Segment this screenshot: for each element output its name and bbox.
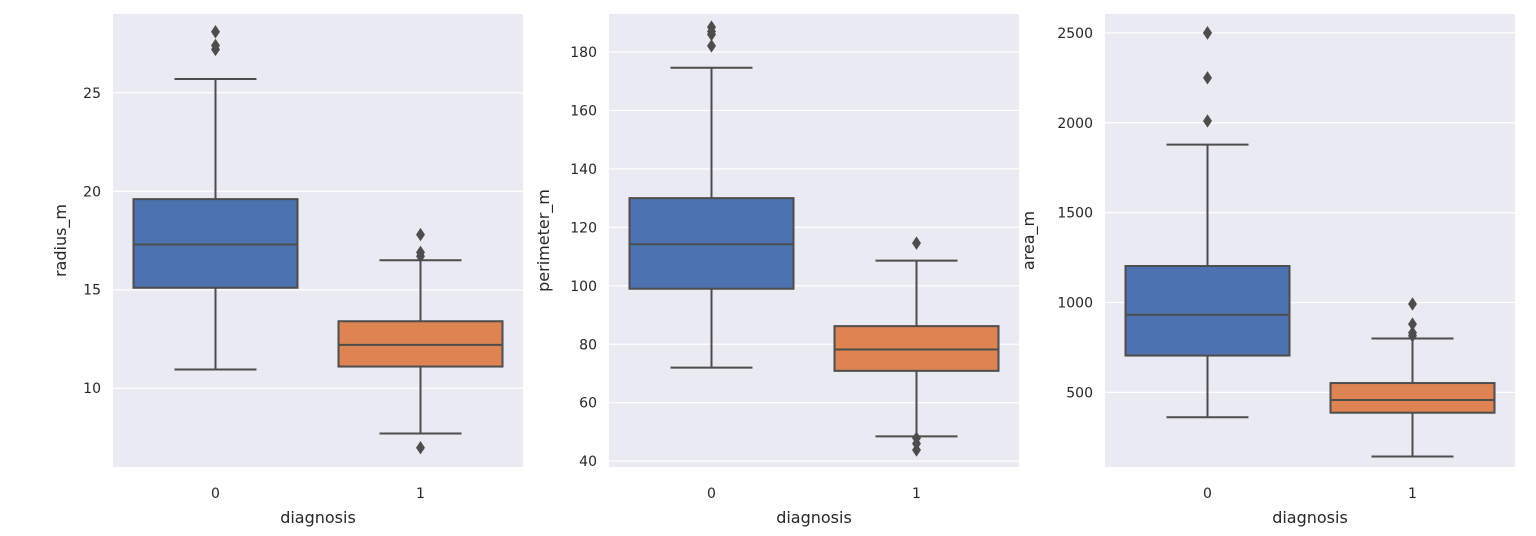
x-tick-label: 1 xyxy=(1408,486,1417,502)
boxplot-1 xyxy=(337,227,504,455)
x-axis-label: diagnosis xyxy=(1272,508,1348,527)
x-axis-label: diagnosis xyxy=(776,508,852,527)
boxplot-0 xyxy=(1124,25,1291,419)
x-tick-label: 1 xyxy=(416,486,425,502)
boxplots xyxy=(132,25,504,455)
y-tick-label: 20 xyxy=(83,184,101,200)
outlier-point xyxy=(912,431,921,445)
box-iqr xyxy=(1329,382,1496,414)
boxplot-0 xyxy=(628,20,795,369)
y-axis-label: radius_m xyxy=(51,204,71,277)
x-axis-label: diagnosis xyxy=(280,508,356,527)
x-tick-label: 1 xyxy=(912,486,921,502)
outlier-point xyxy=(1408,297,1417,311)
y-tick-label: 60 xyxy=(579,396,597,412)
grid-lines xyxy=(113,92,523,389)
outlier-point xyxy=(912,236,921,250)
y-tick-labels: 10 15 20 25 xyxy=(83,86,101,397)
outlier-point xyxy=(416,227,425,242)
outlier-point xyxy=(1203,25,1212,40)
outlier-point xyxy=(416,440,425,455)
y-tick-label: 180 xyxy=(570,45,597,61)
boxplots xyxy=(1124,25,1496,458)
y-tick-label: 80 xyxy=(579,337,597,353)
y-tick-label: 2500 xyxy=(1057,26,1093,42)
boxplots xyxy=(628,20,1000,457)
y-tick-label: 120 xyxy=(570,220,597,236)
x-tick-label: 0 xyxy=(211,486,220,502)
box-iqr xyxy=(1124,265,1291,357)
y-tick-labels: 40 60 80 100 120 140 160 180 xyxy=(570,45,597,470)
y-tick-label: 160 xyxy=(570,103,597,119)
outlier-point xyxy=(1408,325,1417,340)
y-tick-label: 40 xyxy=(579,454,597,470)
outlier-point xyxy=(1203,71,1212,85)
y-tick-label: 15 xyxy=(83,283,101,299)
outlier-point xyxy=(416,245,425,260)
outlier-point xyxy=(1203,114,1212,128)
boxplot-1 xyxy=(833,236,1000,457)
box-iqr xyxy=(833,325,1000,372)
outlier-point xyxy=(211,38,220,53)
outlier-point xyxy=(707,20,716,34)
boxplot-0 xyxy=(132,25,299,371)
y-axis-label: area_m xyxy=(1019,211,1039,270)
outlier-point xyxy=(211,25,220,39)
x-tick-label: 0 xyxy=(707,486,716,502)
y-tick-label: 10 xyxy=(83,381,101,397)
outlier-point xyxy=(707,39,716,53)
y-tick-label: 1000 xyxy=(1057,296,1093,312)
y-axis-label: perimeter_m xyxy=(534,189,554,292)
y-tick-label: 140 xyxy=(570,162,597,178)
y-tick-label: 1500 xyxy=(1057,206,1093,222)
y-tick-label: 100 xyxy=(570,279,597,295)
y-tick-label: 2000 xyxy=(1057,116,1093,132)
y-tick-label: 25 xyxy=(83,86,101,102)
y-tick-labels: 500 1000 1500 2000 2500 xyxy=(1057,26,1093,402)
x-tick-label: 0 xyxy=(1203,486,1212,502)
outlier-point xyxy=(1408,317,1417,331)
boxplot-1 xyxy=(1329,297,1496,458)
y-tick-label: 500 xyxy=(1066,385,1093,401)
